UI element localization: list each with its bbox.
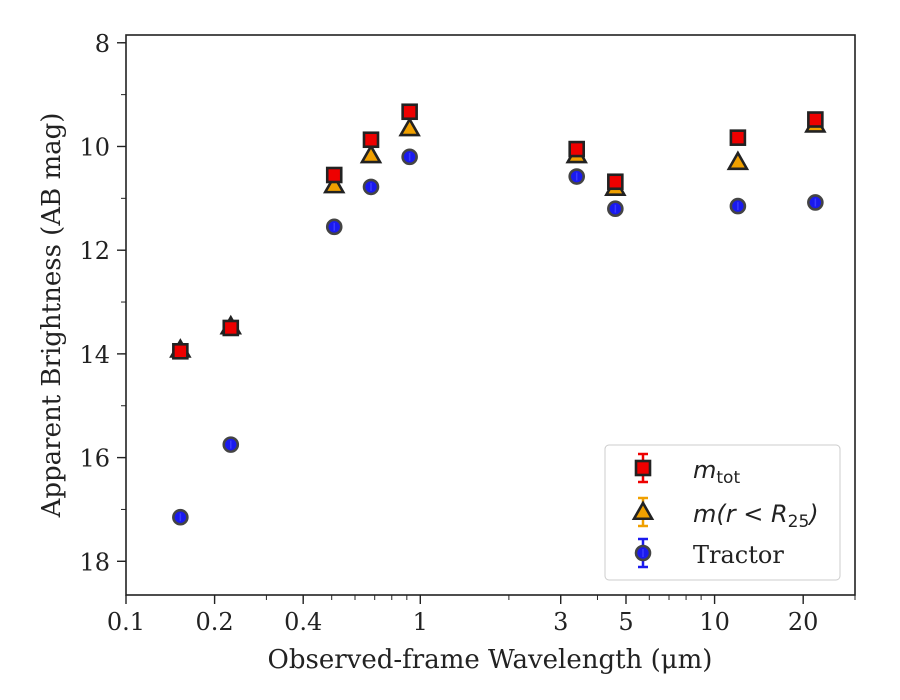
legend-label-mr25-sub: 25 xyxy=(788,512,810,532)
axis-ticks: 0.1 0.2 0.4 1 3 5 10 20 8 10 12 14 16 18 xyxy=(79,30,856,636)
data-point-square xyxy=(325,166,343,184)
legend-label-mr25-end: ) xyxy=(807,500,818,528)
legend-label-mtot-sub: tot xyxy=(716,468,740,488)
legend-marker-triangle xyxy=(631,496,655,528)
x-axis-label: Observed-frame Wavelength (μm) xyxy=(268,645,713,675)
data-point-triangle xyxy=(726,150,750,171)
x-tick-label: 5 xyxy=(618,608,633,636)
x-tick-label: 3 xyxy=(553,608,568,636)
data-point-circle xyxy=(362,178,380,196)
y-tick-label: 8 xyxy=(95,30,110,58)
legend-entry-tractor: Tractor xyxy=(634,537,784,569)
data-point-circle xyxy=(729,197,747,215)
data-point-square xyxy=(807,111,824,128)
y-tick-label: 10 xyxy=(79,133,110,161)
legend: mtot m(r < R25) Tractor xyxy=(604,444,841,581)
data-point-circle xyxy=(401,148,418,166)
x-tick-label: 20 xyxy=(788,608,819,636)
x-tick-label: 0.4 xyxy=(284,608,322,636)
data-point-circle xyxy=(807,194,824,211)
legend-label-mr25-base: m(r < R xyxy=(693,500,788,528)
x-tick-label: 0.2 xyxy=(196,608,234,636)
legend-symbol-circle xyxy=(634,544,652,562)
y-tick-label: 18 xyxy=(79,548,110,576)
y-tick-label: 12 xyxy=(79,237,110,265)
legend-label-mtot-base: m xyxy=(693,456,716,484)
legend-entry-mr25: m(r < R25) xyxy=(631,496,819,532)
data-point-square xyxy=(401,103,418,121)
legend-label-tractor: Tractor xyxy=(693,541,784,569)
y-tick-label: 16 xyxy=(79,445,110,473)
data-point-circle xyxy=(568,168,586,185)
x-tick-label: 1 xyxy=(413,608,428,636)
legend-label-mtot: mtot xyxy=(693,456,740,488)
data-point-square xyxy=(362,131,380,149)
data-point-square xyxy=(729,129,747,146)
data-point-circle xyxy=(172,508,189,526)
x-tick-label: 0.1 xyxy=(107,608,145,636)
legend-marker-circle xyxy=(634,537,652,569)
y-axis-label: Apparent Brightness (AB mag) xyxy=(37,113,67,519)
legend-symbol-square xyxy=(634,459,652,477)
data-point-square xyxy=(172,342,189,360)
data-markers xyxy=(169,103,827,526)
data-point-square xyxy=(568,140,586,158)
data-point-square xyxy=(607,173,624,191)
data-point-circle xyxy=(325,218,343,236)
y-tick-label: 14 xyxy=(79,341,110,369)
plot-frame xyxy=(125,34,856,596)
legend-symbol-triangle xyxy=(631,500,655,521)
legend-label-mr25: m(r < R25) xyxy=(693,500,819,532)
data-point-circle xyxy=(607,200,624,218)
data-point-triangle xyxy=(322,173,346,194)
legend-box xyxy=(604,444,841,581)
legend-entry-mtot: mtot xyxy=(634,452,740,488)
legend-marker-square xyxy=(634,452,652,484)
data-point-triangle xyxy=(398,116,421,137)
data-point-triangle xyxy=(359,143,383,164)
data-point-square xyxy=(222,319,240,337)
x-tick-label: 10 xyxy=(699,608,730,636)
data-point-circle xyxy=(222,436,240,453)
